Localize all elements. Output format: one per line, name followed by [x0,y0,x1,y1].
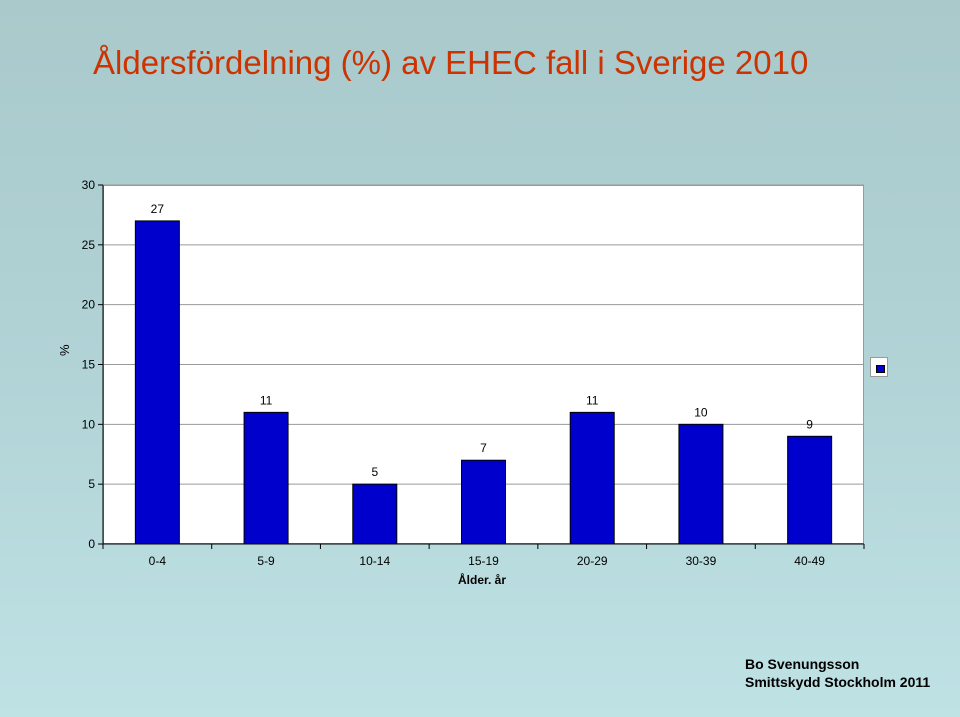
y-tick-label: 20 [82,298,96,312]
data-label: 7 [480,441,487,455]
y-tick-label: 15 [82,358,96,372]
y-tick-label: 25 [82,238,96,252]
y-axis-ticks: 0 5 10 15 20 25 30 [82,178,104,551]
x-axis-label: Ålder. år [458,573,507,587]
bar [134,220,180,545]
x-axis-ticks: 0-4 5-9 10-14 15-19 20-29 30-39 40-49 [102,543,865,568]
y-tick-label: 10 [82,417,96,431]
x-tick-label: 0-4 [149,554,167,568]
legend [870,357,888,377]
bar [461,459,506,545]
x-tick-label: 10-14 [359,554,390,568]
data-label: 9 [806,417,813,431]
legend-swatch [876,365,885,373]
credit-author: Bo Svenungsson [745,656,860,672]
y-axis-label: % [57,344,72,356]
data-label: 5 [371,465,378,479]
bar [569,411,615,545]
data-label: 10 [694,405,708,419]
chart-title: Åldersfördelning (%) av EHEC fall i Sver… [93,44,809,81]
credit-block: Bo Svenungsson Smittskydd Stockholm 2011 [745,655,930,691]
x-tick-label: 30-39 [686,554,717,568]
data-labels: 27 11 5 7 11 10 9 [151,202,814,479]
credit-organization: Smittskydd Stockholm 2011 [745,674,931,690]
data-label: 11 [260,393,273,407]
x-tick-label: 5-9 [257,554,275,568]
x-tick-label: 20-29 [577,554,608,568]
y-tick-label: 30 [82,178,96,192]
bar [243,411,289,545]
x-tick-label: 40-49 [794,554,825,568]
bar [678,423,724,545]
y-tick-label: 5 [88,477,95,491]
data-label: 27 [151,202,165,216]
bars [134,220,833,545]
x-tick-label: 15-19 [468,554,499,568]
gridlines [103,184,864,485]
bar [787,435,833,545]
data-label: 11 [586,393,599,407]
bar [352,483,398,545]
y-tick-label: 0 [88,537,95,551]
